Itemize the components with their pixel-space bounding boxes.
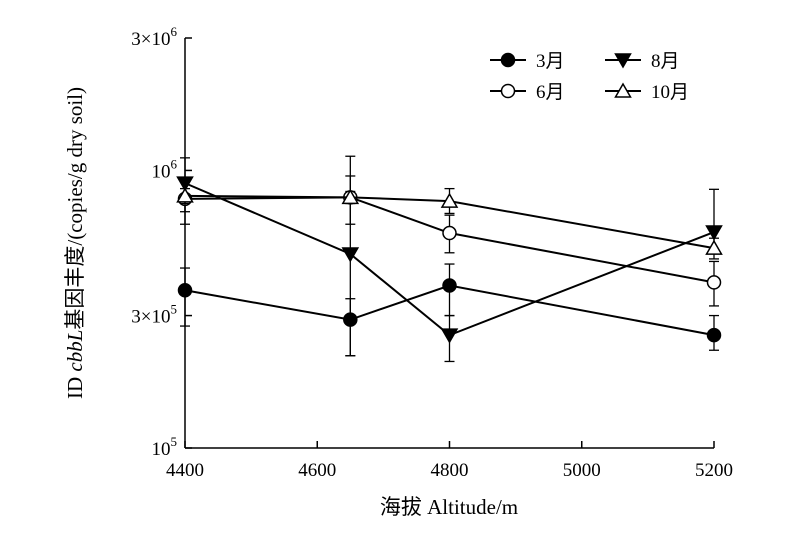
legend-marker: [614, 53, 632, 69]
data-point: [341, 247, 360, 263]
data-point: [705, 239, 723, 255]
legend-item: 3月: [490, 51, 565, 72]
y-tick-label-exponent: 5: [171, 302, 178, 317]
data-point: [442, 278, 457, 293]
series-line: [184, 182, 715, 337]
y-axis-title-prefix: ID: [63, 372, 87, 399]
series: [176, 155, 723, 363]
y-tick-label-exponent: 5: [171, 434, 178, 449]
y-tick-label: 105: [152, 434, 178, 460]
x-tick-label: 5000: [563, 460, 601, 481]
series-group: [176, 155, 723, 363]
y-tick-label-exponent: 6: [171, 24, 178, 39]
data-point: [176, 176, 194, 192]
data-point: [177, 283, 193, 298]
legend: 3月 6月 8月 10月: [490, 51, 689, 103]
legend-item: 6月: [490, 82, 565, 103]
legend-label: 10月: [651, 82, 689, 103]
legend-item: 8月: [605, 51, 680, 72]
y-tick-label: 3×106: [131, 24, 177, 50]
y-axis-title-rest: 基因丰度/(copies/g dry soil): [63, 87, 87, 330]
series-line: [184, 194, 715, 250]
legend-marker: [614, 82, 632, 98]
data-point: [341, 188, 360, 205]
series-line: [184, 284, 715, 337]
data-point: [176, 187, 194, 203]
series-line: [184, 196, 715, 284]
series: [177, 263, 722, 357]
y-tick-label-base: 3×10: [131, 29, 170, 50]
legend-label: 3月: [536, 51, 565, 72]
legend-marker: [500, 52, 516, 68]
data-point: [440, 192, 459, 208]
y-tick-label-base: 10: [152, 161, 171, 182]
data-point: [440, 328, 459, 344]
y-tick-label: 3×105: [131, 302, 177, 328]
x-tick-label: 5200: [695, 460, 733, 481]
y-tick-label-exponent: 6: [171, 156, 178, 171]
y-tick-label-base: 10: [152, 439, 171, 460]
y-tick-label: 106: [152, 156, 178, 182]
legend-item: 10月: [605, 82, 689, 103]
y-axis-title: ID cbbL基因丰度/(copies/g dry soil): [63, 87, 87, 399]
legend-label: 6月: [536, 82, 565, 103]
x-ticks: 4400 4600 4800 5000 5200: [166, 441, 733, 481]
series: [176, 187, 723, 260]
y-axis-title-gene: cbbL: [63, 330, 87, 372]
x-tick-label: 4800: [431, 460, 469, 481]
legend-marker: [500, 83, 516, 99]
x-tick-label: 4400: [166, 460, 204, 481]
x-tick-label: 4600: [298, 460, 336, 481]
x-axis-title: 海拔 Altitude/m: [380, 495, 518, 519]
data-point: [706, 275, 722, 290]
data-point: [442, 225, 457, 241]
data-point: [705, 225, 723, 241]
legend-label: 8月: [651, 51, 680, 72]
y-tick-label-base: 3×10: [131, 307, 170, 328]
data-point: [706, 327, 722, 343]
